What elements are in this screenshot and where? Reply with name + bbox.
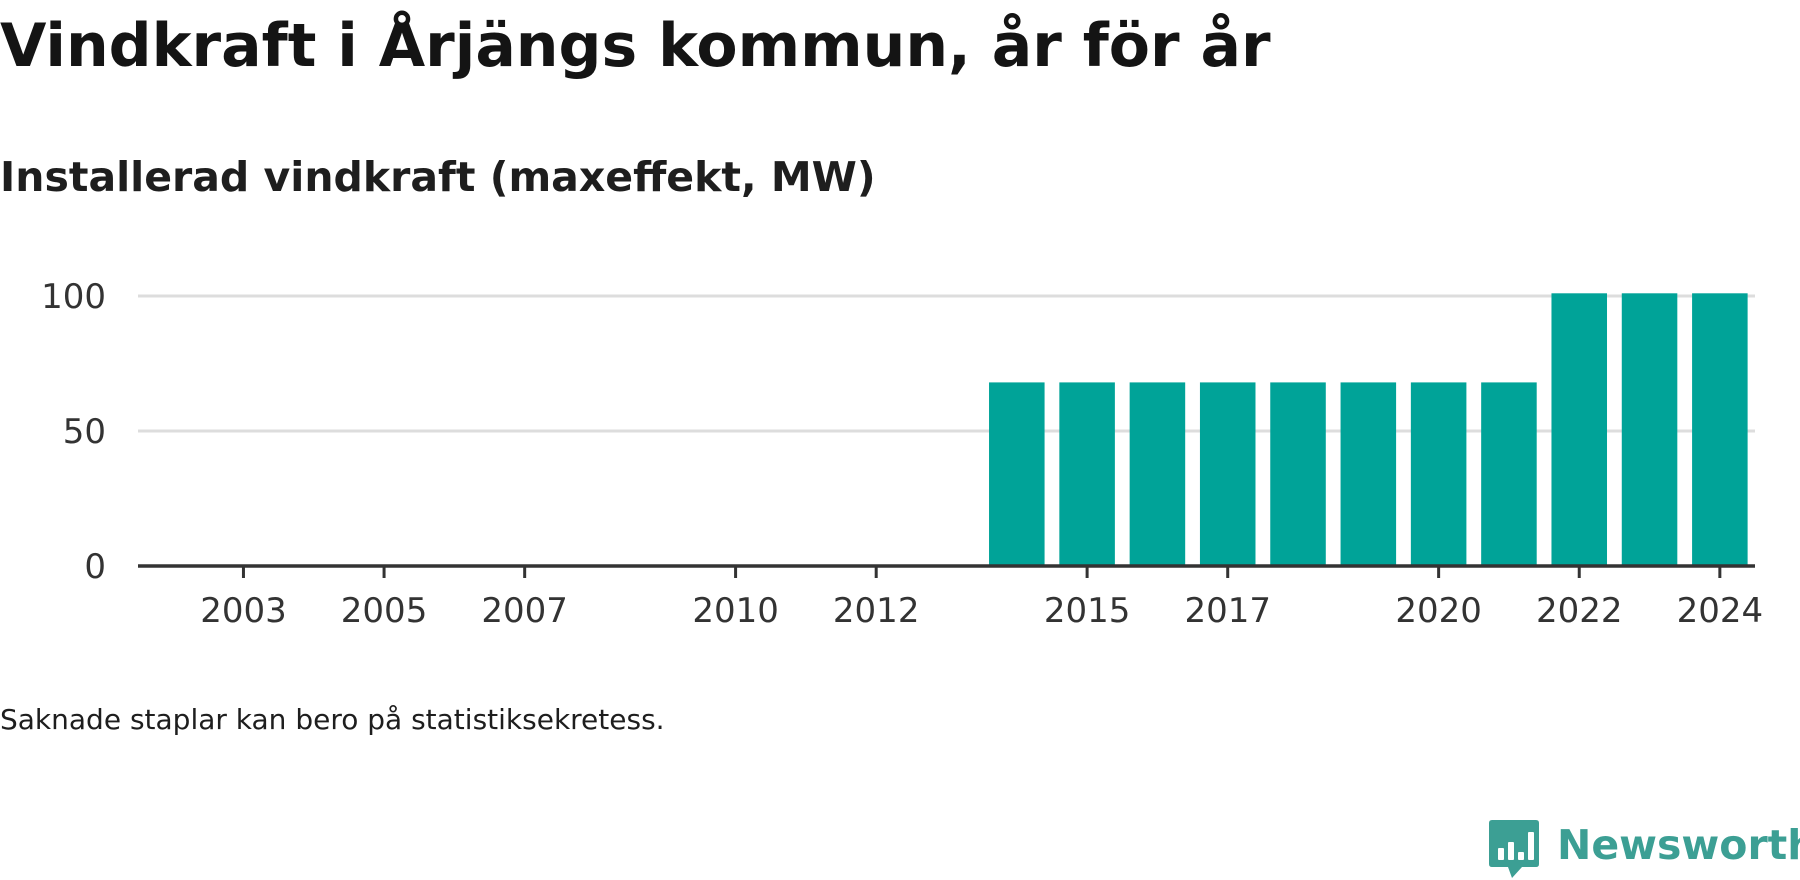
x-tick-label: 2003: [200, 591, 287, 631]
x-tick-label: 2010: [692, 591, 779, 631]
bar-chart-bubble-icon: [1489, 820, 1539, 878]
bar: [1621, 293, 1678, 566]
bar: [1059, 382, 1115, 566]
x-tick-label: 2012: [833, 591, 920, 631]
bar: [989, 382, 1045, 566]
x-tick-label: 2024: [1677, 591, 1764, 631]
y-tick-label: 100: [41, 277, 106, 317]
logo-text: Newsworthy: [1557, 821, 1800, 869]
newsworthy-logo: Newsworthy: [1488, 818, 1800, 880]
bar: [1481, 382, 1537, 566]
bar: [1199, 382, 1256, 566]
x-tick-label: 2015: [1044, 591, 1131, 631]
footnote: Saknade staplar kan bero på statistiksek…: [0, 703, 665, 736]
y-tick-label: 50: [63, 412, 106, 452]
x-tick-label: 2007: [481, 591, 568, 631]
bar: [1270, 382, 1326, 566]
bars: [989, 293, 1748, 566]
chart-subtitle: Installerad vindkraft (maxeffekt, MW): [0, 153, 876, 201]
x-tick-label: 2020: [1395, 591, 1482, 631]
chart-title: Vindkraft i Årjängs kommun, år för år: [0, 11, 1271, 81]
axes: 0 50 100 2003 2005 2007 2010 2012 2015 2017 2020 20…: [41, 277, 1763, 631]
x-tick-label: 2017: [1184, 591, 1271, 631]
bar: [1692, 293, 1748, 566]
bar: [1410, 382, 1467, 566]
bar: [1340, 382, 1397, 566]
bar: [1551, 293, 1608, 566]
y-tick-label: 0: [84, 547, 106, 587]
x-tick-label: 2005: [341, 591, 428, 631]
bar-chart: 0 50 100 2003 2005 2007 2010 2012 2015 2017 2020 20…: [41, 277, 1763, 631]
bar: [1129, 382, 1186, 566]
x-tick-label: 2022: [1536, 591, 1623, 631]
